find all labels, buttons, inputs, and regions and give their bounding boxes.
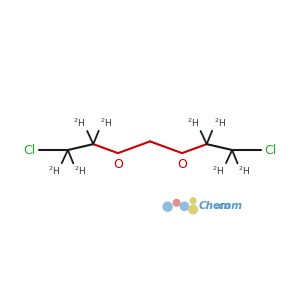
Text: $^{2}$H: $^{2}$H: [238, 165, 250, 177]
Text: Cl: Cl: [23, 143, 35, 157]
Text: $^{2}$H: $^{2}$H: [214, 116, 226, 129]
Circle shape: [173, 200, 180, 206]
Text: .com: .com: [214, 200, 242, 211]
Text: O: O: [177, 158, 187, 171]
Text: Chem: Chem: [199, 200, 232, 211]
Circle shape: [189, 205, 197, 214]
Circle shape: [190, 198, 196, 204]
Circle shape: [180, 202, 188, 210]
Text: $^{2}$H: $^{2}$H: [100, 116, 112, 129]
Text: $^{2}$H: $^{2}$H: [212, 165, 224, 177]
Text: $^{2}$H: $^{2}$H: [74, 117, 86, 129]
Text: $^{2}$H: $^{2}$H: [48, 165, 60, 177]
Text: O: O: [113, 158, 123, 171]
Text: Cl: Cl: [265, 143, 277, 157]
Text: $^{2}$H: $^{2}$H: [187, 117, 199, 129]
Circle shape: [163, 202, 172, 211]
Text: $^{2}$H: $^{2}$H: [74, 165, 86, 177]
